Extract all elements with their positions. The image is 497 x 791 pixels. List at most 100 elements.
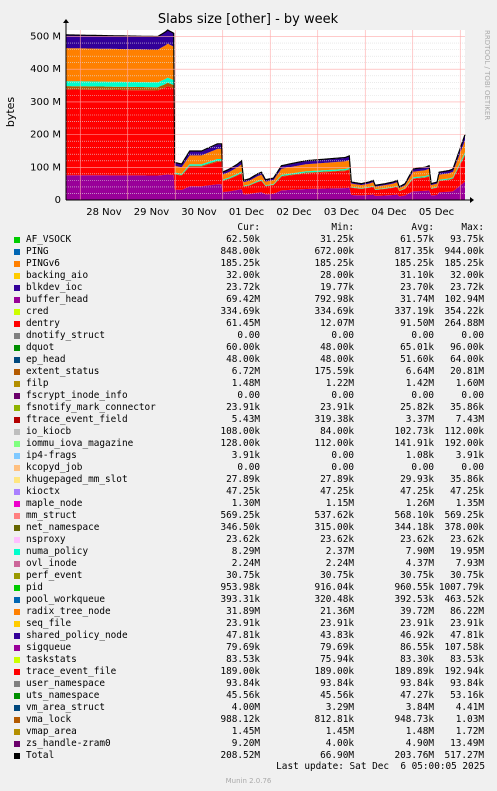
legend-label: user_namespace [26, 678, 106, 689]
legend-row: shared_policy_node 47.81k 43.83k 46.92k 47.8… [0, 630, 497, 642]
legend-row: dnotify_struct 0.00 0.00 0.00 0.00 [0, 330, 497, 342]
legend-cur-value: 69.42M [226, 294, 260, 305]
legend-label: Total [26, 750, 55, 761]
x-tick-label: 05 Dec [419, 207, 454, 218]
legend-max-value: 1.60M [455, 378, 484, 389]
legend-label: mm_struct [26, 510, 77, 521]
legend-avg-value: 51.60k [400, 354, 434, 365]
legend-swatch [14, 717, 20, 723]
legend-row: extent_status 6.72M 175.59k 6.64M 20.81M [0, 366, 497, 378]
legend-swatch [14, 501, 20, 507]
legend-max-value: 93.75k [450, 234, 484, 245]
legend-swatch [14, 465, 20, 471]
legend-row: fscrypt_inode_info 0.00 0.00 0.00 0.00 [0, 390, 497, 402]
legend-row: cred 334.69k 334.69k 337.19k 354.22k [0, 306, 497, 318]
legend-min-value: 3.29M [325, 702, 354, 713]
x-tick-label: 30 Nov [181, 207, 217, 218]
x-tick-label: 04 Dec [371, 207, 406, 218]
legend-label: vma_lock [26, 714, 72, 725]
legend-label: blkdev_ioc [26, 282, 83, 293]
legend-cur-value: 848.00k [220, 246, 260, 257]
legend-max-value: 1.72M [455, 726, 484, 737]
legend-swatch [14, 597, 20, 603]
legend-swatch [14, 297, 20, 303]
legend-max-value: 35.86k [450, 402, 484, 413]
legend-swatch [14, 681, 20, 687]
legend-cur-value: 108.00k [220, 426, 260, 437]
legend-cur-value: 0.00 [237, 390, 260, 401]
legend-avg-value: 39.72M [400, 606, 434, 617]
legend-avg-value: 1.08k [405, 450, 434, 461]
legend-min-value: 185.25k [314, 258, 354, 269]
legend-swatch [14, 489, 20, 495]
legend-label: dquot [26, 342, 55, 353]
legend-min-value: 43.83k [320, 630, 354, 641]
legend-cur-value: 569.25k [220, 510, 260, 521]
legend-min-value: 48.00k [320, 354, 354, 365]
legend-cur-value: 3.91k [231, 450, 260, 461]
legend-row: nsproxy 23.62k 23.62k 23.62k 23.62k [0, 534, 497, 546]
legend-max-value: 944.00k [444, 246, 484, 257]
legend-max-value: 83.53k [450, 654, 484, 665]
legend-min-value: 47.25k [320, 486, 354, 497]
legend-label: pid [26, 582, 43, 593]
legend-swatch [14, 609, 20, 615]
legend-row: dentry 61.45M 12.07M 91.50M 264.88M [0, 318, 497, 330]
legend-cur-value: 47.81k [226, 630, 260, 641]
legend-row: khugepaged_mm_slot 27.89k 27.89k 29.93k 35.8… [0, 474, 497, 486]
legend-label: uts_namespace [26, 690, 100, 701]
legend-max-value: 32.00k [450, 270, 484, 281]
plot-area: 0 100 M 200 M 300 M 400 M 500 M 28 Nov 29 Nov 30… [30, 19, 474, 218]
legend-max-value: 264.88M [444, 318, 484, 329]
legend-label: buffer_head [26, 294, 89, 305]
legend-swatch [14, 657, 20, 663]
legend-cur-value: 79.69k [226, 642, 260, 653]
legend-swatch [14, 237, 20, 243]
legend-cur-value: 30.75k [226, 570, 260, 581]
legend-label: backing_aio [26, 270, 89, 281]
legend-cur-value: 953.98k [220, 582, 260, 593]
legend-row: uts_namespace 45.56k 45.56k 47.27k 53.16k [0, 690, 497, 702]
legend-swatch [14, 309, 20, 315]
legend-min-value: 48.00k [320, 342, 354, 353]
legend-avg-value: 1.26M [405, 498, 434, 509]
legend-max-value: 569.25k [444, 510, 484, 521]
legend-swatch [14, 633, 20, 639]
legend-cur-value: 83.53k [226, 654, 260, 665]
legend-row: kcopyd_job 0.00 0.00 0.00 0.00 [0, 462, 497, 474]
legend-min-value: 45.56k [320, 690, 354, 701]
legend-swatch [14, 369, 20, 375]
legend-label: dentry [26, 318, 60, 329]
legend-cur-value: 5.43M [231, 414, 260, 425]
legend-cur-value: 93.84k [226, 678, 260, 689]
legend-cur-value: 48.00k [226, 354, 260, 365]
legend-swatch [14, 537, 20, 543]
legend-swatch [14, 405, 20, 411]
legend-min-value: 12.07M [320, 318, 354, 329]
legend-label: numa_policy [26, 546, 89, 557]
legend-label: shared_policy_node [26, 630, 128, 641]
legend-min-value: 66.90M [320, 750, 354, 761]
header-cur: Cur: [237, 222, 260, 233]
legend-swatch [14, 345, 20, 351]
legend-avg-value: 30.75k [400, 570, 434, 581]
legend-min-value: 537.62k [314, 510, 354, 521]
legend-max-value: 0.00 [461, 390, 484, 401]
legend-row: maple_node 1.30M 1.15M 1.26M 1.35M [0, 498, 497, 510]
legend-cur-value: 60.00k [226, 342, 260, 353]
legend-label: filp [26, 378, 49, 389]
legend-label: sigqueue [26, 642, 72, 653]
legend-cur-value: 988.12k [220, 714, 260, 725]
legend-avg-value: 23.70k [400, 282, 434, 293]
legend-row: vmap_area 1.45M 1.45M 1.48M 1.72M [0, 726, 497, 738]
legend-min-value: 672.00k [314, 246, 354, 257]
legend-swatch [14, 441, 20, 447]
legend-avg-value: 4.90M [405, 738, 434, 749]
legend-cur-value: 27.89k [226, 474, 260, 485]
legend-max-value: 3.91k [455, 450, 484, 461]
legend-min-value: 93.84k [320, 678, 354, 689]
legend-cur-value: 0.00 [237, 330, 260, 341]
legend-label: kioctx [26, 486, 60, 497]
legend-avg-value: 0.00 [411, 390, 434, 401]
legend-avg-value: 23.91k [400, 618, 434, 629]
